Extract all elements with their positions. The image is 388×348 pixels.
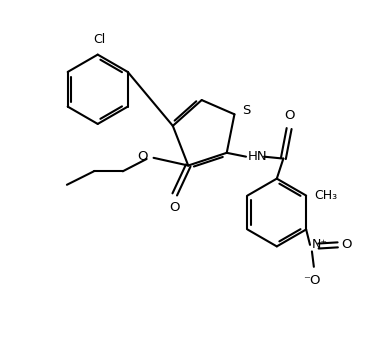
Text: O: O (285, 109, 295, 121)
Text: ⁻O: ⁻O (303, 274, 320, 287)
Text: O: O (138, 150, 148, 163)
Text: HN: HN (248, 150, 268, 163)
Text: S: S (242, 104, 251, 117)
Text: N⁺: N⁺ (312, 238, 328, 251)
Text: CH₃: CH₃ (314, 189, 337, 202)
Text: O: O (170, 201, 180, 214)
Text: O: O (341, 238, 352, 251)
Text: Cl: Cl (94, 33, 106, 46)
